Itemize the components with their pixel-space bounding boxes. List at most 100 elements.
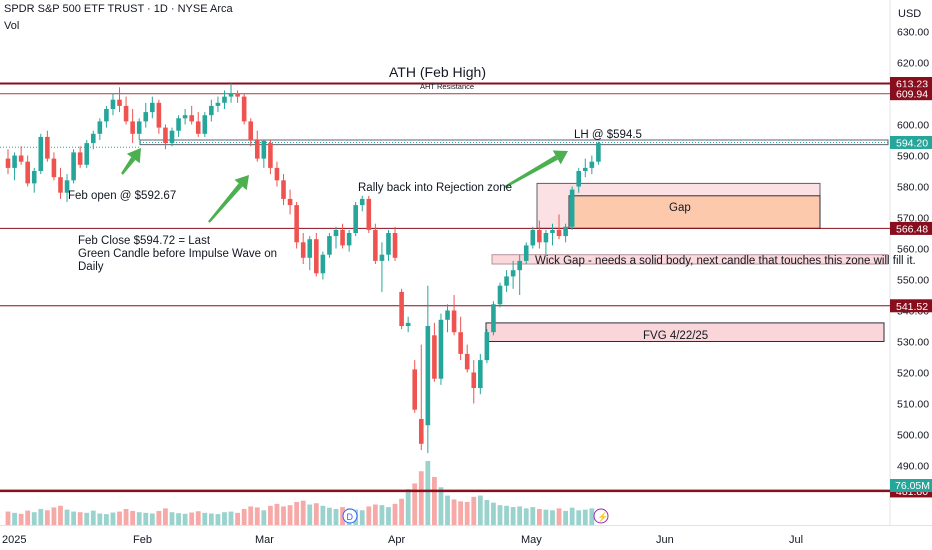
candle-body[interactable] [458, 332, 463, 354]
candle-body[interactable] [38, 136, 44, 171]
candle-body[interactable] [150, 102, 155, 113]
candle-body[interactable] [379, 254, 385, 261]
candle-body[interactable] [248, 121, 254, 140]
volume-bar [491, 502, 496, 525]
candle-body[interactable] [169, 130, 175, 144]
candle-body[interactable] [445, 310, 450, 320]
candle-body[interactable] [195, 121, 201, 134]
candle-body[interactable] [432, 335, 437, 379]
candle-body[interactable] [163, 127, 168, 144]
candle-body[interactable] [373, 229, 378, 261]
candle-body[interactable] [18, 155, 24, 162]
candle-body[interactable] [268, 143, 273, 168]
candle-body[interactable] [123, 105, 129, 122]
candle-body[interactable] [281, 180, 286, 199]
candle-body[interactable] [176, 118, 181, 131]
candle-body[interactable] [64, 180, 70, 193]
candle-body[interactable] [287, 198, 293, 206]
candle-body[interactable] [399, 291, 404, 326]
candle-body[interactable] [130, 121, 135, 134]
candle-body[interactable] [550, 229, 555, 233]
candle-body[interactable] [241, 96, 247, 122]
candle-body[interactable] [228, 93, 234, 97]
candle-body[interactable] [418, 419, 424, 444]
candle-body[interactable] [451, 310, 457, 333]
candle-body[interactable] [320, 254, 326, 274]
candle-body[interactable] [31, 171, 37, 184]
candle-body[interactable] [386, 233, 391, 255]
candle-body[interactable] [530, 229, 536, 246]
candle-body[interactable] [235, 93, 240, 97]
candle-body[interactable] [77, 152, 83, 165]
candle-body[interactable] [84, 143, 90, 165]
feb-open-arrow[interactable] [121, 148, 141, 175]
candle-body[interactable] [314, 239, 319, 274]
candle-body[interactable] [497, 285, 503, 305]
candle-body[interactable] [261, 140, 267, 159]
candle-body[interactable] [484, 332, 490, 361]
candle-body[interactable] [569, 189, 575, 227]
candle-body[interactable] [517, 260, 522, 271]
candle-body[interactable] [556, 229, 562, 237]
candle-body[interactable] [189, 115, 194, 122]
candle-body[interactable] [12, 155, 17, 168]
candle-body[interactable] [523, 245, 529, 261]
candle-body[interactable] [25, 161, 30, 184]
rally-arrow[interactable] [504, 150, 568, 189]
candle-body[interactable] [589, 161, 595, 168]
candle-body[interactable] [143, 112, 149, 122]
candle-body[interactable] [202, 115, 208, 134]
candle-body[interactable] [222, 96, 227, 103]
candle-body[interactable] [215, 102, 221, 106]
candle-body[interactable] [359, 198, 365, 206]
candle-body[interactable] [274, 167, 280, 181]
volume-legend-label[interactable]: Vol [4, 20, 20, 32]
candle-body[interactable] [136, 121, 142, 134]
candle-body[interactable] [412, 369, 418, 410]
candle-body[interactable] [392, 233, 398, 258]
candle-body[interactable] [491, 304, 496, 333]
candle-body[interactable] [307, 239, 313, 258]
candle-body[interactable] [438, 319, 444, 379]
candle-body[interactable] [327, 236, 332, 255]
candle-body[interactable] [110, 99, 116, 109]
candle-body[interactable] [478, 360, 483, 388]
candle-body[interactable] [104, 109, 109, 122]
candle-body[interactable] [464, 353, 470, 370]
feb-close-arrow[interactable] [208, 175, 249, 223]
earnings-event-marker[interactable] [593, 508, 609, 524]
candle-body[interactable] [45, 136, 50, 159]
candle-body[interactable] [294, 205, 299, 243]
candle-body[interactable] [346, 233, 352, 246]
candle-body[interactable] [537, 229, 542, 243]
candle-body[interactable] [353, 205, 358, 233]
candle-body[interactable] [333, 229, 339, 237]
candle-body[interactable] [543, 233, 549, 243]
candle-body[interactable] [563, 226, 568, 237]
candle-body[interactable] [71, 152, 76, 181]
candle-body[interactable] [300, 242, 306, 258]
candle-body[interactable] [510, 270, 516, 277]
candle-body[interactable] [576, 171, 582, 187]
candle-body[interactable] [51, 158, 57, 178]
candle-body[interactable] [254, 140, 260, 159]
dividend-event-marker[interactable] [342, 508, 358, 524]
candle-body[interactable] [97, 121, 103, 134]
candle-body[interactable] [156, 102, 162, 128]
candle-body[interactable] [90, 133, 96, 144]
candle-body[interactable] [425, 326, 431, 426]
candle-body[interactable] [340, 229, 345, 246]
candle-body[interactable] [471, 372, 477, 389]
candle-body[interactable] [582, 167, 588, 171]
candle-body[interactable] [182, 115, 188, 119]
candle-body[interactable] [117, 99, 122, 106]
candle-body[interactable] [504, 276, 509, 286]
candle-body[interactable] [366, 198, 372, 230]
candle-body[interactable] [5, 158, 11, 168]
candle-body[interactable] [58, 177, 63, 193]
symbol-title[interactable]: SPDR S&P 500 ETF TRUST · 1D · NYSE Arca [4, 3, 233, 15]
candle-body[interactable] [209, 105, 214, 116]
candle-body[interactable] [596, 143, 601, 162]
candle-body[interactable] [405, 322, 411, 326]
